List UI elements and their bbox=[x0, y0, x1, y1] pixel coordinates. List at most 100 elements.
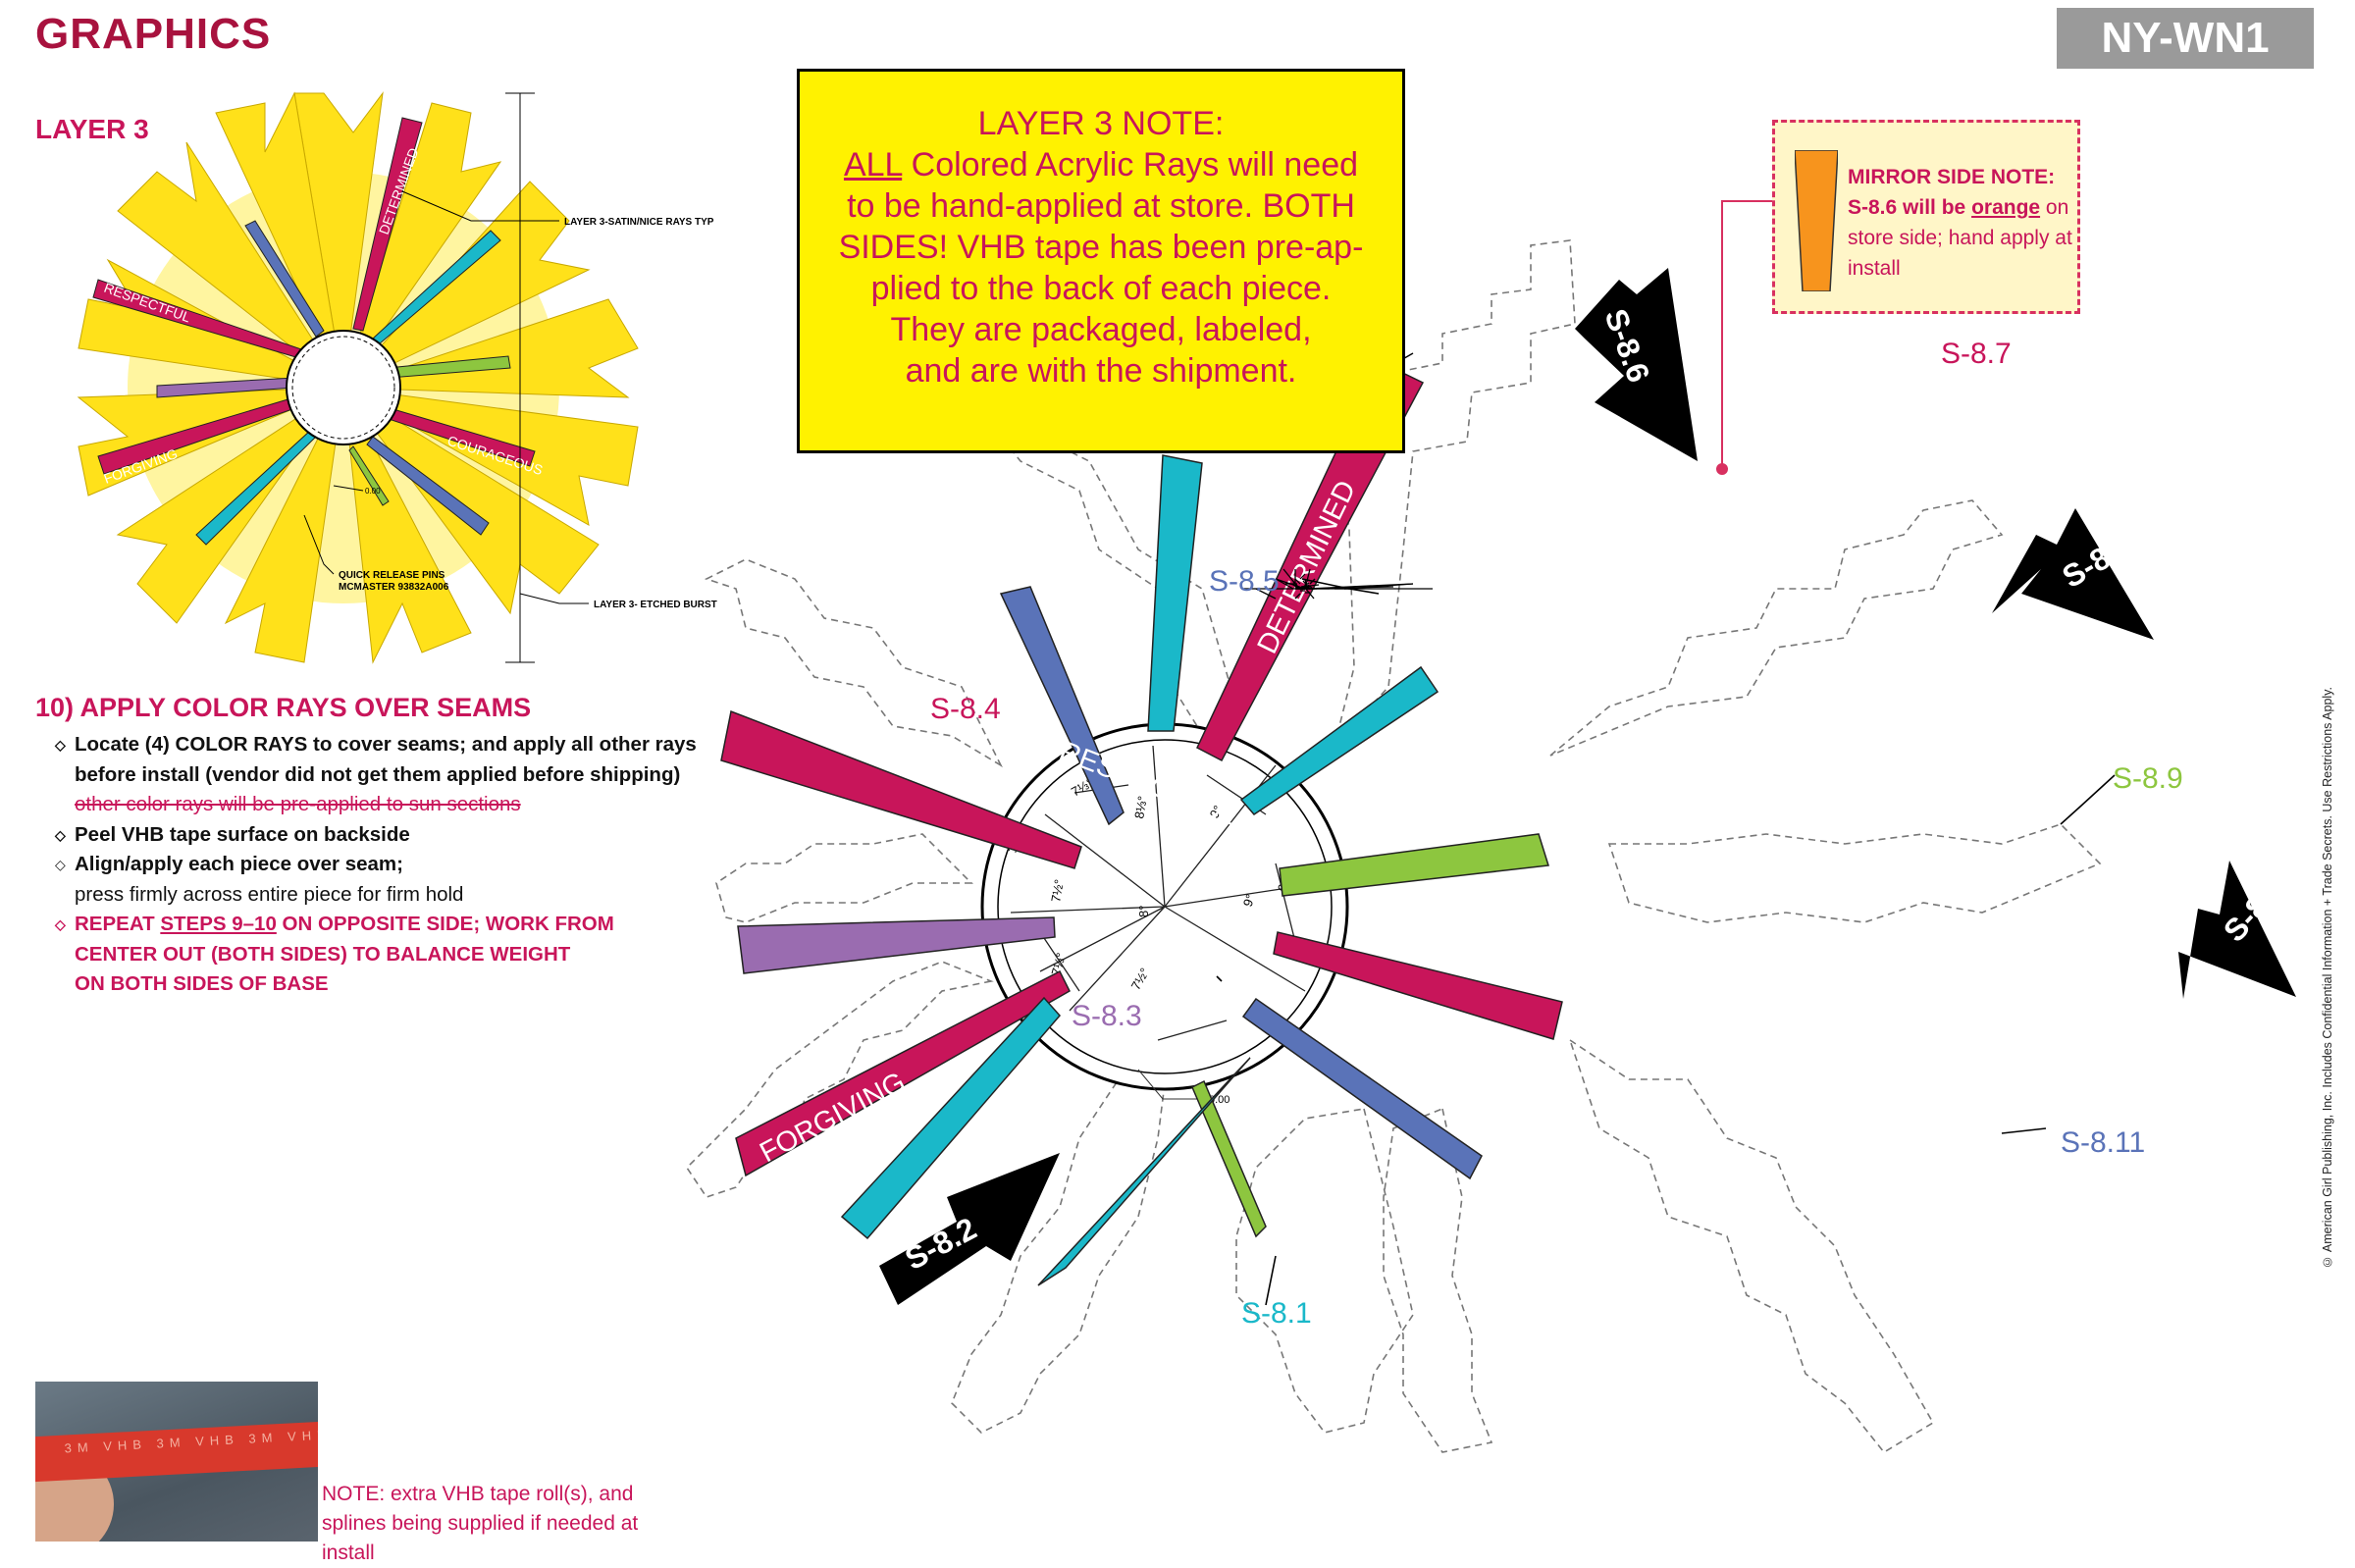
note-line-1: LAYER 3 NOTE: bbox=[977, 105, 1225, 142]
note-line-3: to be hand-applied at store. BOTH bbox=[847, 187, 1355, 225]
step-item-align: Align/apply each piece over seam; press … bbox=[55, 850, 761, 910]
vhb-supply-note: NOTE: extra VHB tape roll(s), and spline… bbox=[322, 1483, 639, 1564]
mirror-note-title: MIRROR SIDE NOTE: bbox=[1848, 166, 2056, 188]
note-all-underlined: ALL bbox=[843, 146, 903, 183]
layer-3-note-box: LAYER 3 NOTE: ALL Colored Acrylic Rays w… bbox=[797, 69, 1405, 453]
step-locate-line-1: Locate (4) COLOR RAYS to cover seams; an… bbox=[75, 733, 697, 756]
ray-s81-cyan bbox=[1037, 1057, 1251, 1286]
thumb-callout-pins-1: QUICK RELEASE PINS bbox=[339, 570, 445, 581]
page-code-badge: NY-WN1 bbox=[2057, 8, 2314, 69]
ray-s89-green bbox=[1279, 833, 1549, 897]
ray-s86-cyan bbox=[1147, 454, 1203, 732]
leaders bbox=[1299, 573, 1306, 580]
step-locate-strike: other color rays will be pre-applied to … bbox=[75, 793, 521, 815]
dim-9: 7⅓° bbox=[1048, 951, 1069, 976]
step-repeat-pre: REPEAT bbox=[75, 913, 161, 935]
note-line-2-rest: Colored Acrylic Rays will need bbox=[902, 146, 1359, 183]
thumb-center-ring bbox=[286, 330, 401, 445]
dl-s85 bbox=[1301, 578, 1380, 595]
arrow-s82 bbox=[879, 1153, 1060, 1305]
ray-s81-main bbox=[840, 996, 1061, 1240]
vhb-tape-photo: 3M VHB 3M VHB 3M VHB bbox=[35, 1382, 318, 1542]
thumb-callouts bbox=[303, 92, 589, 663]
step-item-peel: Peel VHB tape surface on backside bbox=[55, 820, 761, 851]
note-line-5: plied to the back of each piece. bbox=[870, 270, 1332, 307]
leader-lines-main bbox=[1294, 578, 1301, 585]
ray-green-small bbox=[1191, 1079, 1267, 1238]
layer-label: LAYER 3 bbox=[35, 114, 149, 144]
step-repeat-line-2: CENTER OUT (BOTH SIDES) TO BALANCE WEIGH… bbox=[75, 942, 571, 966]
label-s84: S-8.4 bbox=[930, 693, 1001, 725]
center-dim-leader bbox=[1137, 1069, 1207, 1100]
mirror-note-rest: on store side; hand apply at install bbox=[1848, 196, 2072, 280]
mirror-note-connector bbox=[1721, 200, 1776, 469]
note-line-7: and are with the shipment. bbox=[905, 352, 1297, 390]
ray-s88-cyan bbox=[1239, 665, 1439, 815]
mirror-note-text: MIRROR SIDE NOTE: S-8.6 will be orange o… bbox=[1848, 162, 2073, 284]
thumb-dim-small: 0.00 bbox=[365, 487, 381, 496]
step-10-title: 10) APPLY COLOR RAYS OVER SEAMS bbox=[35, 693, 532, 722]
step-align-line-1: Align/apply each piece over seam; bbox=[75, 853, 403, 875]
step-align-line-2: press firmly across entire piece for fir… bbox=[75, 882, 464, 906]
dl-s81 bbox=[1265, 1255, 1277, 1306]
mirror-note-dot bbox=[1716, 463, 1728, 475]
step-repeat-line-3: ON BOTH SIDES OF BASE bbox=[75, 972, 329, 995]
step-repeat-post: ON OPPOSITE SIDE; WORK FROM bbox=[276, 913, 614, 935]
s-pointer-lines bbox=[1275, 578, 1306, 590]
dim-7: 9° bbox=[1240, 892, 1258, 909]
thumb-callout-pins-2: MCMASTER 93832A006 bbox=[339, 582, 449, 593]
mirror-note-part-a: S-8.6 will be bbox=[1848, 196, 1966, 219]
leader-s-labels bbox=[1304, 585, 1310, 588]
ray-s82-forgiving-main bbox=[735, 969, 1071, 1177]
ray-s810-courageous bbox=[1273, 931, 1563, 1040]
mirror-note-orange: orange bbox=[1971, 196, 2041, 219]
arrow-s810 bbox=[2178, 861, 2296, 999]
thumb-color-rays bbox=[92, 117, 536, 546]
vhb-tape-strip: 3M VHB 3M VHB 3M VHB bbox=[35, 1420, 318, 1483]
legal-notice-text: © American Girl Publishing, Inc. Include… bbox=[2321, 687, 2334, 1269]
orange-ray-swatch bbox=[1795, 150, 1838, 291]
dim-2: 8⅓° bbox=[1131, 795, 1150, 820]
step-peel-text: Peel VHB tape surface on backside bbox=[75, 822, 410, 846]
label-s87: S-8.7 bbox=[1941, 338, 2012, 370]
label-s811: S-8.11 bbox=[2061, 1126, 2145, 1159]
label-s83: S-8.3 bbox=[1072, 1000, 1142, 1032]
step-item-locate: Locate (4) COLOR RAYS to cover seams; an… bbox=[55, 730, 761, 820]
thumb-inner-ring bbox=[291, 336, 395, 440]
note-line-4: SIDES! VHB tape has been pre-ap- bbox=[838, 229, 1364, 266]
step-locate-line-2: before install (vendor did not get them … bbox=[75, 762, 681, 786]
arrow-s88 bbox=[1992, 508, 2154, 640]
word-courageous-main: COURAGEOUS bbox=[1995, 979, 2201, 1070]
dim-6: 8° bbox=[1136, 906, 1151, 917]
label-s85: S-8.5 bbox=[1209, 565, 1280, 598]
ray-s811-blue bbox=[1241, 997, 1483, 1180]
vhb-tape-print: 3M VHB 3M VHB 3M VHB bbox=[64, 1427, 318, 1456]
label-s89: S-8.9 bbox=[2113, 762, 2183, 795]
step-repeat-steps: STEPS 9–10 bbox=[160, 913, 277, 935]
thumb-callout-text: LAYER 3-SATIN/NICE RAYS TYP LAYER 3- ETC… bbox=[339, 217, 717, 610]
dl-s83 bbox=[1216, 975, 1223, 982]
dashed-sun-outlines bbox=[685, 239, 2102, 1454]
arrow-s86 bbox=[1575, 268, 1698, 461]
s-labels: S-8.5 S-8.4 S-8.7 S-8.9 S-8.3 S-8.11 S-8… bbox=[930, 338, 2183, 1330]
legal-notice: © American Girl Publishing, Inc. Include… bbox=[2321, 687, 2340, 1269]
dim-5: 7½° bbox=[1048, 878, 1067, 904]
drawn-leaders bbox=[1216, 578, 2116, 1306]
label-s81: S-8.1 bbox=[1241, 1297, 1312, 1330]
thumb-callout-rays: LAYER 3-SATIN/NICE RAYS TYP bbox=[564, 217, 714, 228]
note-line-2: ALL Colored Acrylic Rays will need bbox=[800, 144, 1402, 185]
step-item-repeat: REPEAT STEPS 9–10 ON OPPOSITE SIDE; WORK… bbox=[55, 910, 761, 1000]
thumb-callout-etched: LAYER 3- ETCHED BURST bbox=[594, 600, 717, 610]
ray-s85-blue bbox=[999, 586, 1125, 826]
step-10-list: Locate (4) COLOR RAYS to cover seams; an… bbox=[55, 730, 761, 1000]
dl-s89 bbox=[2060, 774, 2116, 825]
mirror-side-note: MIRROR SIDE NOTE: S-8.6 will be orange o… bbox=[1772, 120, 2080, 314]
ray-s87-determined bbox=[1196, 359, 1425, 762]
black-arrows bbox=[879, 268, 2296, 1305]
layer-3-thumbnail: DETERMINED RESPECTFUL COURAGEOUS FORGIVI… bbox=[77, 91, 717, 664]
ray-s84-respectful bbox=[720, 709, 1082, 869]
color-rays bbox=[720, 359, 1563, 1286]
note-line-6: They are packaged, labeled, bbox=[890, 311, 1312, 348]
page-title: GRAPHICS bbox=[35, 10, 272, 58]
